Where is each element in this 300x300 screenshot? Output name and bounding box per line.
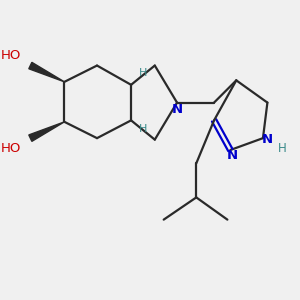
Text: H: H: [278, 142, 286, 155]
Polygon shape: [29, 122, 64, 141]
Polygon shape: [29, 62, 64, 82]
Text: HO: HO: [1, 49, 21, 62]
Text: N: N: [226, 149, 237, 162]
Text: N: N: [172, 103, 183, 116]
Text: H: H: [139, 68, 147, 78]
Text: N: N: [262, 133, 273, 146]
Text: H: H: [139, 124, 147, 134]
Text: HO: HO: [1, 142, 21, 155]
